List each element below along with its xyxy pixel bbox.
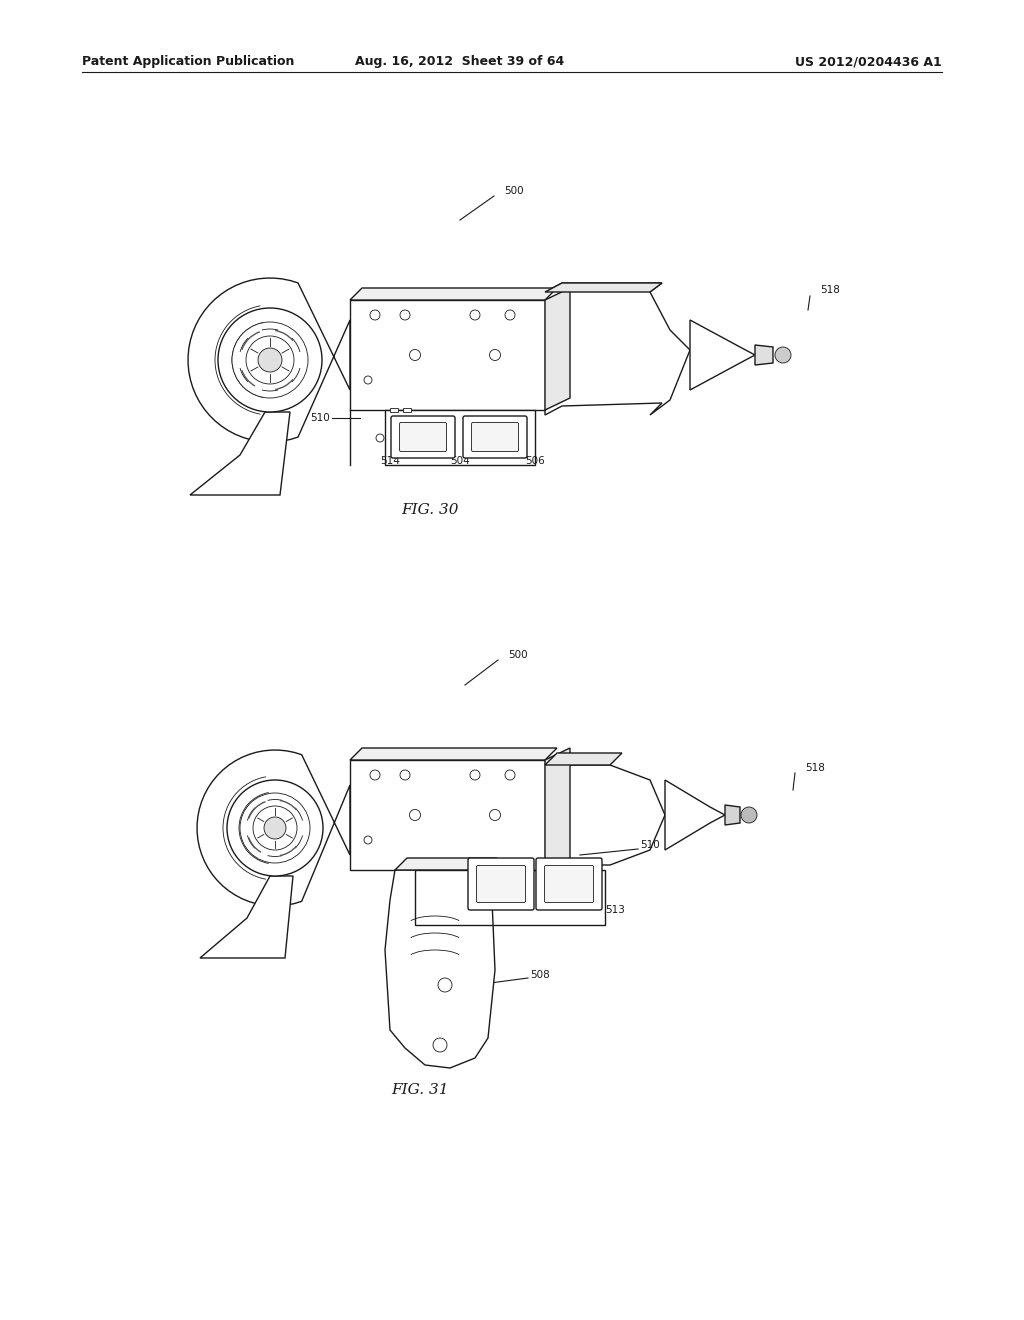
Polygon shape: [395, 858, 497, 870]
Circle shape: [438, 978, 452, 993]
Polygon shape: [350, 288, 557, 300]
Text: 513: 513: [605, 906, 625, 915]
Circle shape: [775, 347, 791, 363]
Text: 506: 506: [525, 455, 545, 466]
Text: 510: 510: [640, 840, 659, 850]
Text: 500: 500: [504, 186, 524, 195]
FancyBboxPatch shape: [476, 866, 525, 903]
Circle shape: [227, 780, 323, 876]
FancyBboxPatch shape: [391, 416, 455, 458]
Text: US 2012/0204436 A1: US 2012/0204436 A1: [796, 55, 942, 69]
Polygon shape: [350, 760, 545, 870]
Circle shape: [258, 348, 282, 372]
Bar: [403, 408, 411, 412]
Circle shape: [400, 310, 410, 319]
Polygon shape: [385, 870, 495, 1068]
Polygon shape: [350, 300, 545, 411]
Text: Patent Application Publication: Patent Application Publication: [82, 55, 294, 69]
Circle shape: [741, 807, 757, 822]
Circle shape: [505, 310, 515, 319]
Circle shape: [505, 770, 515, 780]
Circle shape: [232, 322, 308, 399]
Circle shape: [489, 350, 501, 360]
Circle shape: [364, 376, 372, 384]
Polygon shape: [545, 748, 570, 870]
Polygon shape: [725, 805, 740, 825]
Polygon shape: [545, 282, 690, 414]
FancyBboxPatch shape: [399, 422, 446, 451]
Text: 518: 518: [820, 285, 840, 294]
Polygon shape: [200, 876, 293, 958]
Circle shape: [400, 770, 410, 780]
Polygon shape: [545, 766, 665, 865]
Text: 510: 510: [310, 413, 330, 422]
Circle shape: [376, 434, 384, 442]
Text: 504: 504: [451, 455, 470, 466]
Polygon shape: [197, 750, 350, 906]
Circle shape: [253, 807, 297, 850]
Circle shape: [489, 809, 501, 821]
Text: 508: 508: [530, 970, 550, 979]
Polygon shape: [545, 282, 662, 292]
Text: 518: 518: [805, 763, 825, 774]
Polygon shape: [545, 288, 570, 411]
Circle shape: [240, 793, 310, 863]
Text: 514: 514: [380, 455, 400, 466]
Circle shape: [264, 817, 286, 840]
Text: FIG. 30: FIG. 30: [401, 503, 459, 517]
FancyBboxPatch shape: [463, 416, 527, 458]
FancyBboxPatch shape: [468, 858, 534, 909]
Circle shape: [470, 310, 480, 319]
Polygon shape: [385, 411, 535, 465]
Circle shape: [433, 1038, 447, 1052]
Circle shape: [364, 836, 372, 843]
Text: Aug. 16, 2012  Sheet 39 of 64: Aug. 16, 2012 Sheet 39 of 64: [355, 55, 564, 69]
Polygon shape: [690, 319, 755, 389]
Circle shape: [370, 770, 380, 780]
Text: FIG. 31: FIG. 31: [391, 1082, 449, 1097]
Polygon shape: [190, 412, 290, 495]
Polygon shape: [665, 780, 725, 850]
Circle shape: [246, 337, 294, 384]
Circle shape: [218, 308, 322, 412]
Polygon shape: [188, 279, 350, 442]
Text: 513: 513: [462, 445, 482, 455]
FancyBboxPatch shape: [545, 866, 594, 903]
Polygon shape: [350, 748, 557, 760]
FancyBboxPatch shape: [536, 858, 602, 909]
Polygon shape: [755, 345, 773, 366]
Polygon shape: [545, 752, 622, 766]
Circle shape: [410, 809, 421, 821]
Text: 500: 500: [508, 649, 527, 660]
Bar: [390, 408, 398, 412]
FancyBboxPatch shape: [471, 422, 518, 451]
Circle shape: [470, 770, 480, 780]
Circle shape: [370, 310, 380, 319]
Circle shape: [410, 350, 421, 360]
